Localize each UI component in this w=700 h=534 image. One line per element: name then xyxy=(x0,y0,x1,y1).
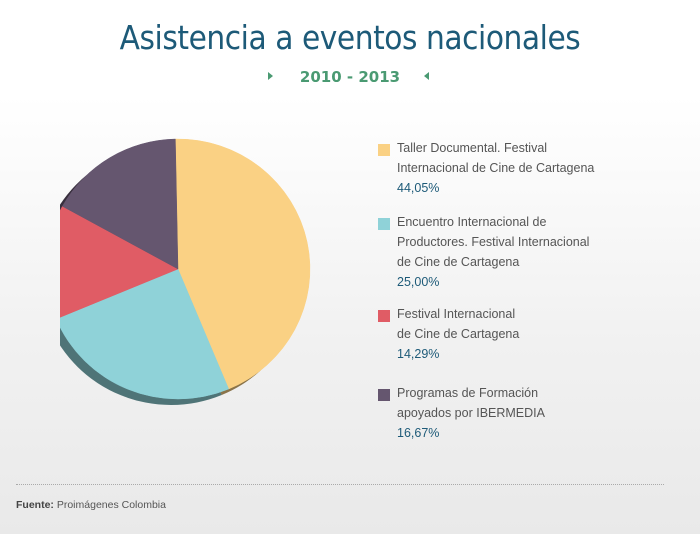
chart-title: Asistencia a eventos nacionales xyxy=(119,18,581,57)
source-label: Fuente: xyxy=(16,499,54,511)
source-note: Fuente: Proimágenes Colombia xyxy=(16,499,166,511)
legend-label-line: de Cine de Cartagena xyxy=(397,255,520,269)
pie-slice-1 xyxy=(60,268,230,400)
pie-slice-0 xyxy=(175,138,311,390)
source-value: Proimágenes Colombia xyxy=(56,499,166,511)
legend-label-line: Internacional de Cine de Cartagena xyxy=(397,161,595,175)
pie-slice-3 xyxy=(62,138,179,270)
legend-label-line: Festival Internacional xyxy=(397,307,516,321)
legend-swatch-encuentro xyxy=(378,218,390,230)
triangle-right-icon xyxy=(268,72,273,80)
legend-label-line: Encuentro Internacional de xyxy=(397,215,547,229)
triangle-left-icon xyxy=(424,72,429,80)
legend-percent: 25,00% xyxy=(397,275,440,289)
footer-divider xyxy=(16,484,664,485)
pie-slice-2 xyxy=(60,205,179,318)
pie-top xyxy=(60,138,311,400)
legend-percent: 14,29% xyxy=(397,347,440,361)
pie-chart xyxy=(60,138,311,405)
legend-label-line: Taller Documental. Festival xyxy=(397,141,548,155)
legend-percent: 16,67% xyxy=(397,426,440,440)
chart-subtitle: 2010 - 2013 xyxy=(299,68,401,86)
legend-label-line: Programas de Formación xyxy=(397,386,539,400)
subtitle-row: 2010 - 2013 xyxy=(0,68,700,88)
legend-swatch-ibermedia xyxy=(378,389,390,401)
legend-label-line: apoyados por IBERMEDIA xyxy=(397,406,545,420)
legend-percent: 44,05% xyxy=(397,181,440,195)
legend-label-line: Productores. Festival Internacional xyxy=(397,235,590,249)
legend-swatch-taller xyxy=(378,144,390,156)
legend-swatch-festival xyxy=(378,310,390,322)
legend-label-line: de Cine de Cartagena xyxy=(397,327,520,341)
